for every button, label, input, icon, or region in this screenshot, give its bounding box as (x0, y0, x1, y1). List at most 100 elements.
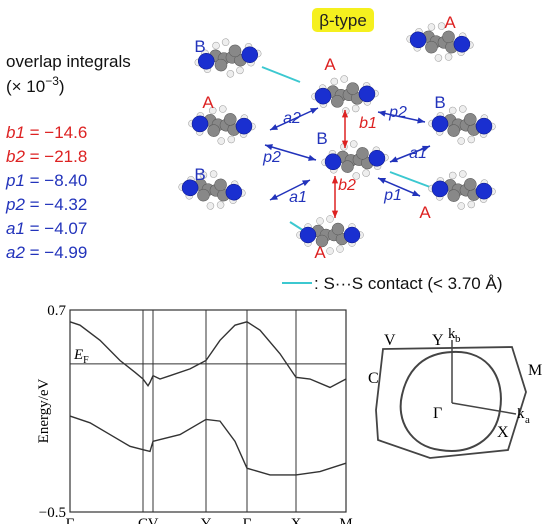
item-eq: = (25, 147, 44, 166)
arrow-label: a2 (283, 110, 301, 127)
overlap-item: a1 = −4.07 (6, 219, 87, 238)
carbon (207, 124, 220, 137)
item-name: p1 (5, 171, 25, 190)
fs-label: a (525, 414, 530, 426)
hydrogen (458, 202, 465, 209)
arrow-label: a1 (289, 189, 307, 206)
fs-label: k (517, 406, 525, 422)
arrow-head (308, 155, 316, 161)
arrow-head (417, 117, 425, 123)
sulfur (344, 227, 360, 243)
molecule (428, 169, 497, 211)
item-eq: = (25, 123, 44, 142)
molecule (188, 104, 257, 146)
hydrogen (219, 105, 226, 112)
hydrogen (317, 218, 324, 225)
carbon (224, 113, 237, 126)
hydrogen (445, 53, 453, 61)
unit-prefix: (× 10 (6, 77, 45, 96)
sulfur (300, 227, 316, 243)
x-tick-label: M (339, 516, 352, 524)
molecule (297, 216, 364, 255)
item-eq: = (25, 219, 44, 238)
molecule-label: B (316, 129, 327, 148)
fs-label: M (528, 362, 542, 379)
overlap-title: overlap integrals (6, 52, 131, 71)
badge: β-type (319, 11, 367, 30)
molecule-label: A (444, 13, 456, 32)
figure: β-type overlap integrals (× 10−3) : S···… (0, 0, 556, 524)
molecule-label: A (419, 203, 431, 222)
item-eq: = (25, 195, 44, 214)
molecule-label: B (434, 93, 445, 112)
ss-contact (262, 67, 300, 82)
hydrogen (236, 66, 244, 74)
carbon (331, 95, 344, 108)
fermi-label: EF (73, 347, 89, 366)
carbon (464, 113, 477, 126)
fs-label: Y (432, 332, 444, 349)
hydrogen (428, 23, 436, 31)
arrow-head (390, 156, 398, 162)
fs-label: Γ (433, 405, 442, 422)
hydrogen (449, 107, 456, 114)
hydrogen (449, 172, 456, 179)
overlap-item: p2 = −4.32 (5, 195, 87, 214)
item-value: −8.40 (44, 171, 87, 190)
plot-frame (70, 310, 346, 512)
hydrogen (459, 170, 466, 177)
item-value: −4.07 (44, 219, 87, 238)
arrow-label: a1 (409, 145, 427, 162)
hydrogen (226, 70, 234, 78)
arrow-label: b2 (338, 177, 356, 194)
molecules: BAAABBBAAa2b1p2p2a1a1b2p1 (177, 13, 497, 262)
fs-label: C (368, 370, 379, 387)
fs-label: b (455, 333, 461, 345)
carbon (447, 189, 460, 202)
item-eq: = (25, 243, 44, 262)
hydrogen (435, 54, 443, 62)
x-tick-label: Γ (243, 516, 252, 524)
x-tick-label: V (148, 516, 159, 524)
item-value: −21.8 (44, 147, 87, 166)
hydrogen (228, 136, 235, 143)
item-value: −4.99 (44, 243, 87, 262)
band (70, 416, 346, 475)
molecule-label: B (194, 165, 205, 184)
hydrogen (327, 216, 334, 223)
hydrogen (222, 38, 230, 46)
fermi-contour (401, 352, 501, 451)
item-name: b2 (6, 147, 25, 166)
x-tick-label: X (291, 516, 302, 524)
fs-label: V (384, 332, 396, 349)
hydrogen (362, 169, 370, 177)
item-eq: = (25, 171, 44, 190)
hydrogen (350, 140, 358, 148)
x-tick-label: C (138, 516, 148, 524)
item-value: −14.6 (44, 123, 87, 142)
molecule-label: A (314, 243, 326, 262)
brillouin-zone (376, 347, 526, 458)
item-name: b1 (6, 123, 25, 142)
hydrogen (341, 75, 348, 82)
item-name: p2 (5, 195, 25, 214)
molecule-label: A (202, 93, 214, 112)
molecule (320, 138, 390, 182)
item-name: a2 (6, 243, 25, 262)
hydrogen (212, 42, 220, 50)
fs-label: X (497, 424, 509, 441)
arrow-head (378, 110, 386, 116)
x-tick-label: Γ (66, 516, 75, 524)
overlap-item: b2 = −21.8 (6, 147, 87, 166)
molecule (405, 19, 476, 64)
ka-axis (452, 403, 516, 414)
unit-suffix: ) (59, 77, 65, 96)
overlap-item: b1 = −14.6 (6, 123, 87, 142)
arrow-label: b1 (359, 115, 377, 132)
hydrogen (458, 137, 465, 144)
overlap-unit: (× 10−3) (6, 74, 65, 96)
hydrogen (327, 248, 334, 255)
fermi-surface: VYkbMCΓXka (368, 326, 542, 458)
molecule (177, 167, 248, 212)
x-tick-label: Y (201, 516, 212, 524)
